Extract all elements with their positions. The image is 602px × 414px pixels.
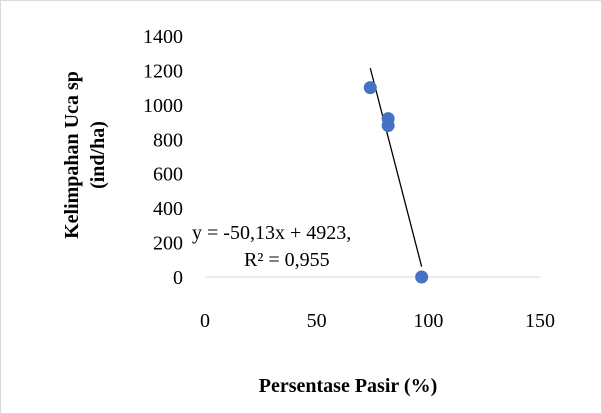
x-axis-title: Persentase Pasir (%) [259, 375, 437, 397]
x-tick-label: 100 [413, 310, 443, 332]
trendline [369, 67, 423, 267]
x-tick-label: 150 [525, 310, 555, 332]
trendline-equation: y = -50,13x + 4923, [192, 222, 351, 244]
data-point [363, 81, 377, 95]
x-tick-label: 50 [307, 310, 327, 332]
y-tick-label: 1000 [143, 95, 183, 117]
x-tick-labels: 0 50 100 150 [200, 310, 555, 332]
y-axis-title-line-2: (ind/ha) [87, 121, 109, 189]
y-tick-label: 1200 [143, 60, 183, 82]
y-tick-label: 800 [153, 129, 183, 151]
y-tick-label: 600 [153, 164, 183, 186]
y-tick-label: 200 [153, 233, 183, 255]
x-tick-label: 0 [200, 310, 210, 332]
y-tick-label: 0 [173, 267, 183, 289]
y-axis-title-line-1: Kelimpahan Uca sp [61, 71, 83, 239]
y-tick-labels: 0 200 400 600 800 1000 1200 1400 [143, 26, 183, 289]
trendline-r-squared: R² = 0,955 [244, 249, 330, 271]
y-tick-label: 1400 [143, 26, 183, 48]
y-tick-label: 400 [153, 198, 183, 220]
data-point [415, 270, 429, 284]
data-points [363, 81, 429, 284]
data-point [381, 119, 395, 133]
